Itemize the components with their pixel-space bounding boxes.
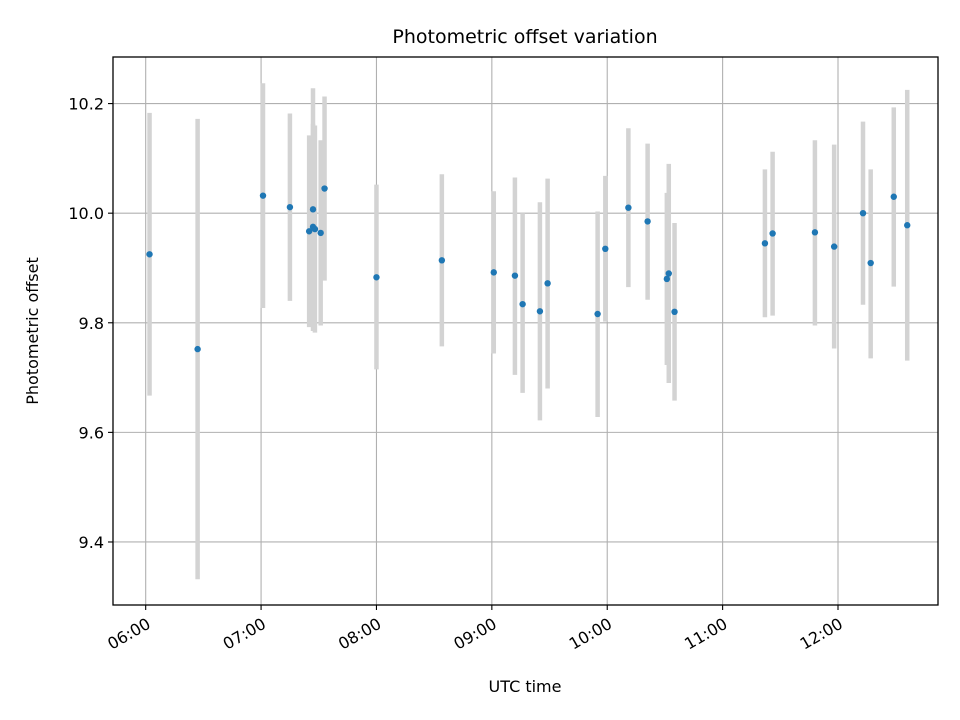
y-axis-label: Photometric offset — [23, 257, 42, 405]
data-point — [305, 228, 313, 235]
x-tick-label: 10:00 — [566, 614, 615, 654]
data-point — [373, 274, 380, 281]
data-point — [490, 269, 497, 276]
x-axis-label: UTC time — [489, 677, 562, 696]
x-tick-label: 08:00 — [335, 614, 384, 654]
data-point — [867, 259, 874, 267]
x-tick-label: 07:00 — [220, 614, 269, 654]
y-tick-label: 10.2 — [68, 95, 104, 114]
x-tick-label: 12:00 — [797, 614, 846, 654]
data-point — [146, 251, 153, 258]
data-points — [146, 185, 911, 353]
data-point — [438, 257, 446, 264]
axis-ticks: 06:00 07:00 08:00 09:00 10:00 11:00 12:00 9.4 9.… — [68, 95, 846, 654]
data-point — [602, 245, 609, 252]
data-point — [594, 310, 601, 318]
data-point — [830, 243, 838, 250]
data-point — [194, 345, 201, 353]
data-point — [904, 222, 911, 229]
x-tick-label: 09:00 — [450, 614, 499, 654]
y-tick-label: 10.0 — [68, 204, 104, 223]
grid — [113, 57, 938, 605]
data-point — [811, 229, 819, 236]
data-point — [311, 225, 319, 233]
y-tick-label: 9.6 — [79, 423, 104, 442]
error-bars — [147, 83, 910, 580]
y-tick-label: 9.4 — [79, 533, 104, 552]
plot-area — [112, 56, 939, 606]
x-tick-label: 11:00 — [681, 614, 730, 654]
data-point — [761, 240, 769, 247]
x-tick-label: 06:00 — [104, 614, 153, 654]
chart-title: Photometric offset variation — [392, 26, 657, 48]
data-point — [671, 308, 678, 316]
data-point — [321, 185, 328, 192]
data-point — [286, 203, 294, 211]
data-point — [544, 280, 551, 287]
data-point — [665, 270, 672, 277]
data-point — [769, 230, 776, 237]
data-point — [644, 218, 651, 225]
data-point — [519, 300, 526, 308]
y-tick-label: 9.8 — [79, 314, 104, 333]
data-point — [663, 275, 671, 283]
data-point — [317, 229, 324, 237]
data-point — [536, 308, 544, 315]
data-point — [625, 204, 632, 211]
data-point — [259, 192, 267, 199]
data-point — [309, 206, 317, 213]
data-point — [890, 193, 897, 200]
data-point — [859, 209, 867, 217]
data-point — [511, 272, 519, 279]
